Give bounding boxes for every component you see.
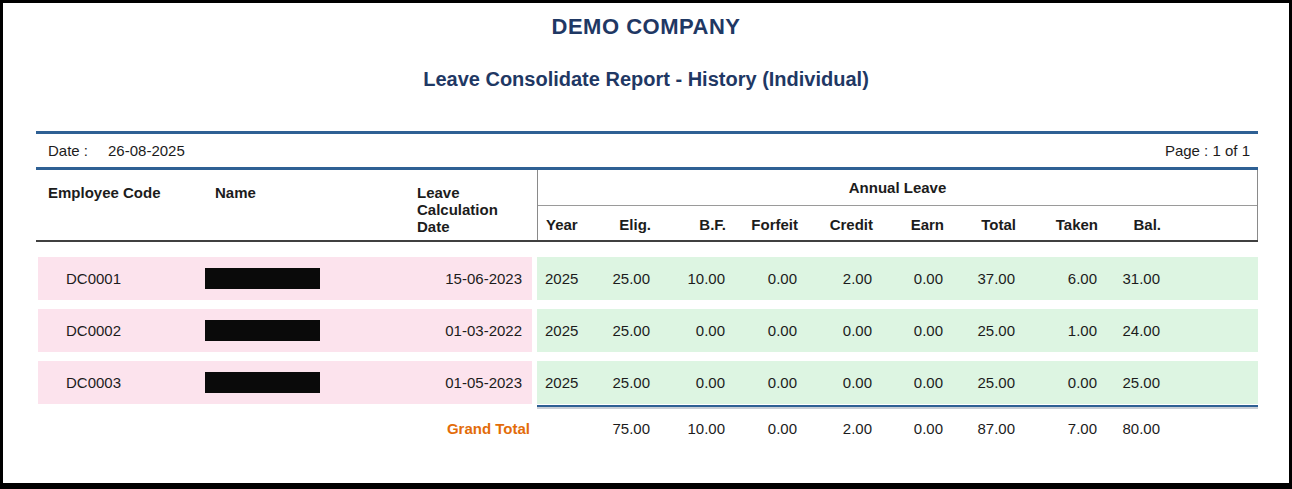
redacted-name-bar	[205, 320, 320, 341]
year-cell: 2025	[537, 374, 585, 391]
top-divider	[36, 131, 1258, 134]
employee-section: DC0003 01-05-2023	[38, 361, 532, 404]
page-indicator: Page : 1 of 1	[1165, 138, 1258, 164]
value-cell: 0.00	[872, 374, 943, 391]
value-cell: 0.00	[725, 374, 797, 391]
annual-leave-group-header: Annual Leave	[538, 170, 1257, 206]
value-cell: 24.00	[1097, 322, 1160, 339]
annual-total-divider	[537, 405, 1258, 407]
meta-row: Date : 26-08-2025 Page : 1 of 1	[36, 138, 1258, 164]
value-cell: 0.00	[797, 374, 872, 391]
company-name: DEMO COMPANY	[0, 14, 1292, 40]
year-cell: 2025	[537, 270, 585, 287]
column-header-employee-code: Employee Code	[38, 184, 205, 235]
date-label: Date :	[48, 138, 88, 164]
column-header-forfeit: Forfeit	[726, 216, 798, 233]
value-cell: 6.00	[1015, 270, 1097, 287]
leave-calc-date-cell: 01-03-2022	[417, 322, 532, 339]
date-value: 26-08-2025	[108, 138, 185, 164]
annual-leave-box: Annual Leave Year Elig. B.F. Forfeit Cre…	[537, 170, 1258, 240]
grand-total-value-cell: 80.00	[1097, 420, 1160, 437]
column-header-name: Name	[205, 184, 417, 235]
report-page: DEMO COMPANY Leave Consolidate Report - …	[0, 0, 1292, 489]
employee-section: DC0001 15-06-2023	[38, 257, 532, 300]
annual-leave-section: 2025 25.00 10.00 0.00 2.00 0.00 37.00 6.…	[537, 257, 1258, 300]
column-header-elig: Elig.	[586, 216, 651, 233]
value-cell: 37.00	[943, 270, 1015, 287]
annual-leave-column-headers: Year Elig. B.F. Forfeit Credit Earn Tota…	[538, 206, 1259, 240]
column-header-leave-calc-date: Leave Calculation Date	[417, 184, 532, 235]
value-cell: 2.00	[797, 270, 872, 287]
value-cell: 0.00	[725, 270, 797, 287]
value-cell: 10.00	[650, 270, 725, 287]
value-cell: 25.00	[585, 374, 650, 391]
value-cell: 25.00	[943, 322, 1015, 339]
header-bottom-divider	[36, 240, 1258, 242]
employee-section: DC0002 01-03-2022	[38, 309, 532, 352]
grand-total-label: Grand Total	[417, 420, 532, 437]
value-cell: 0.00	[725, 322, 797, 339]
table-left-header: Employee Code Name Leave Calculation Dat…	[38, 170, 532, 240]
column-header-credit: Credit	[798, 216, 873, 233]
grand-total-value-cell: 75.00	[585, 420, 650, 437]
value-cell: 0.00	[650, 374, 725, 391]
value-cell: 0.00	[1015, 374, 1097, 391]
employee-code-cell: DC0001	[38, 270, 205, 287]
redacted-name-bar	[205, 372, 320, 393]
value-cell: 25.00	[1097, 374, 1160, 391]
column-header-bal: Bal.	[1098, 216, 1161, 233]
grand-total-value-cell: 87.00	[943, 420, 1015, 437]
column-header-bf: B.F.	[651, 216, 726, 233]
grand-total-value-cell: 2.00	[797, 420, 872, 437]
value-cell: 0.00	[650, 322, 725, 339]
table-row: DC0002 01-03-2022 2025 25.00 0.00 0.00 0…	[0, 309, 1292, 352]
employee-code-cell: DC0002	[38, 322, 205, 339]
table-row: DC0001 15-06-2023 2025 25.00 10.00 0.00 …	[0, 257, 1292, 300]
name-cell	[205, 372, 417, 393]
value-cell: 25.00	[585, 322, 650, 339]
grand-total-value-cell: 0.00	[725, 420, 797, 437]
annual-leave-section: 2025 25.00 0.00 0.00 0.00 0.00 25.00 0.0…	[537, 361, 1258, 404]
value-cell: 31.00	[1097, 270, 1160, 287]
grand-total-value-cell: 0.00	[872, 420, 943, 437]
value-cell: 0.00	[797, 322, 872, 339]
table-body: DC0001 15-06-2023 2025 25.00 10.00 0.00 …	[0, 257, 1292, 413]
leave-calc-date-cell: 15-06-2023	[417, 270, 532, 287]
column-header-earn: Earn	[873, 216, 944, 233]
value-cell: 0.00	[872, 270, 943, 287]
table-row: DC0003 01-05-2023 2025 25.00 0.00 0.00 0…	[0, 361, 1292, 404]
value-cell: 25.00	[585, 270, 650, 287]
column-header-taken: Taken	[1016, 216, 1098, 233]
name-cell	[205, 268, 417, 289]
report-title: Leave Consolidate Report - History (Indi…	[0, 68, 1292, 91]
column-header-year: Year	[538, 216, 586, 233]
grand-total-value-cell: 10.00	[650, 420, 725, 437]
leave-calc-date-cell: 01-05-2023	[417, 374, 532, 391]
value-cell: 1.00	[1015, 322, 1097, 339]
value-cell: 25.00	[943, 374, 1015, 391]
grand-total-value-cell: 7.00	[1015, 420, 1097, 437]
name-cell	[205, 320, 417, 341]
redacted-name-bar	[205, 268, 320, 289]
employee-code-cell: DC0003	[38, 374, 205, 391]
column-header-total: Total	[944, 216, 1016, 233]
year-cell: 2025	[537, 322, 585, 339]
annual-leave-section: 2025 25.00 0.00 0.00 0.00 0.00 25.00 1.0…	[537, 309, 1258, 352]
grand-total-row: Grand Total 75.00 10.00 0.00 2.00 0.00 8…	[0, 414, 1292, 442]
value-cell: 0.00	[872, 322, 943, 339]
